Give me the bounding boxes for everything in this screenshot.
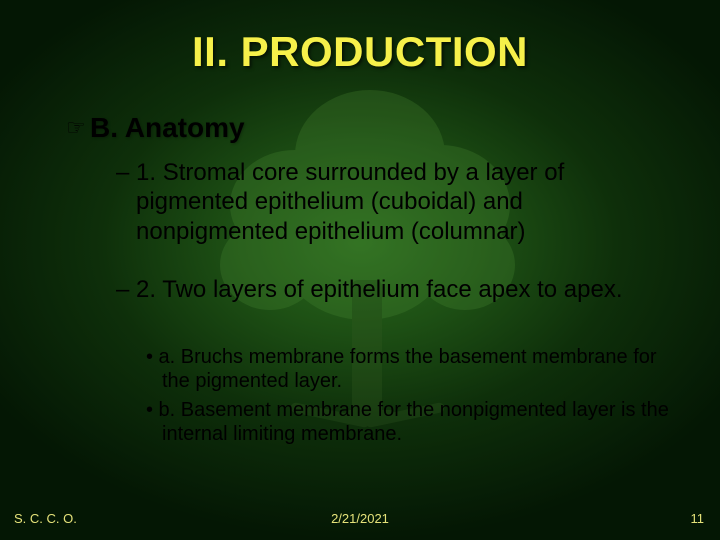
footer-date: 2/21/2021 (0, 511, 720, 526)
footer-page-number: 11 (691, 511, 705, 526)
level3-item-2: • b. Basement membrane for the nonpigmen… (146, 398, 672, 447)
level2-item-1: – 1. Stromal core surrounded by a layer … (116, 158, 676, 246)
subheading: B. Anatomy (90, 112, 245, 144)
content-area: II. PRODUCTION ☞ B. Anatomy – 1. Stromal… (0, 0, 720, 540)
slide: II. PRODUCTION ☞ B. Anatomy – 1. Stromal… (0, 0, 720, 540)
pointing-hand-icon: ☞ (66, 115, 86, 141)
level2-item-2: – 2. Two layers of epithelium face apex … (116, 275, 676, 304)
slide-title: II. PRODUCTION (0, 28, 720, 76)
level3-item-1: • a. Bruchs membrane forms the basement … (146, 345, 672, 394)
